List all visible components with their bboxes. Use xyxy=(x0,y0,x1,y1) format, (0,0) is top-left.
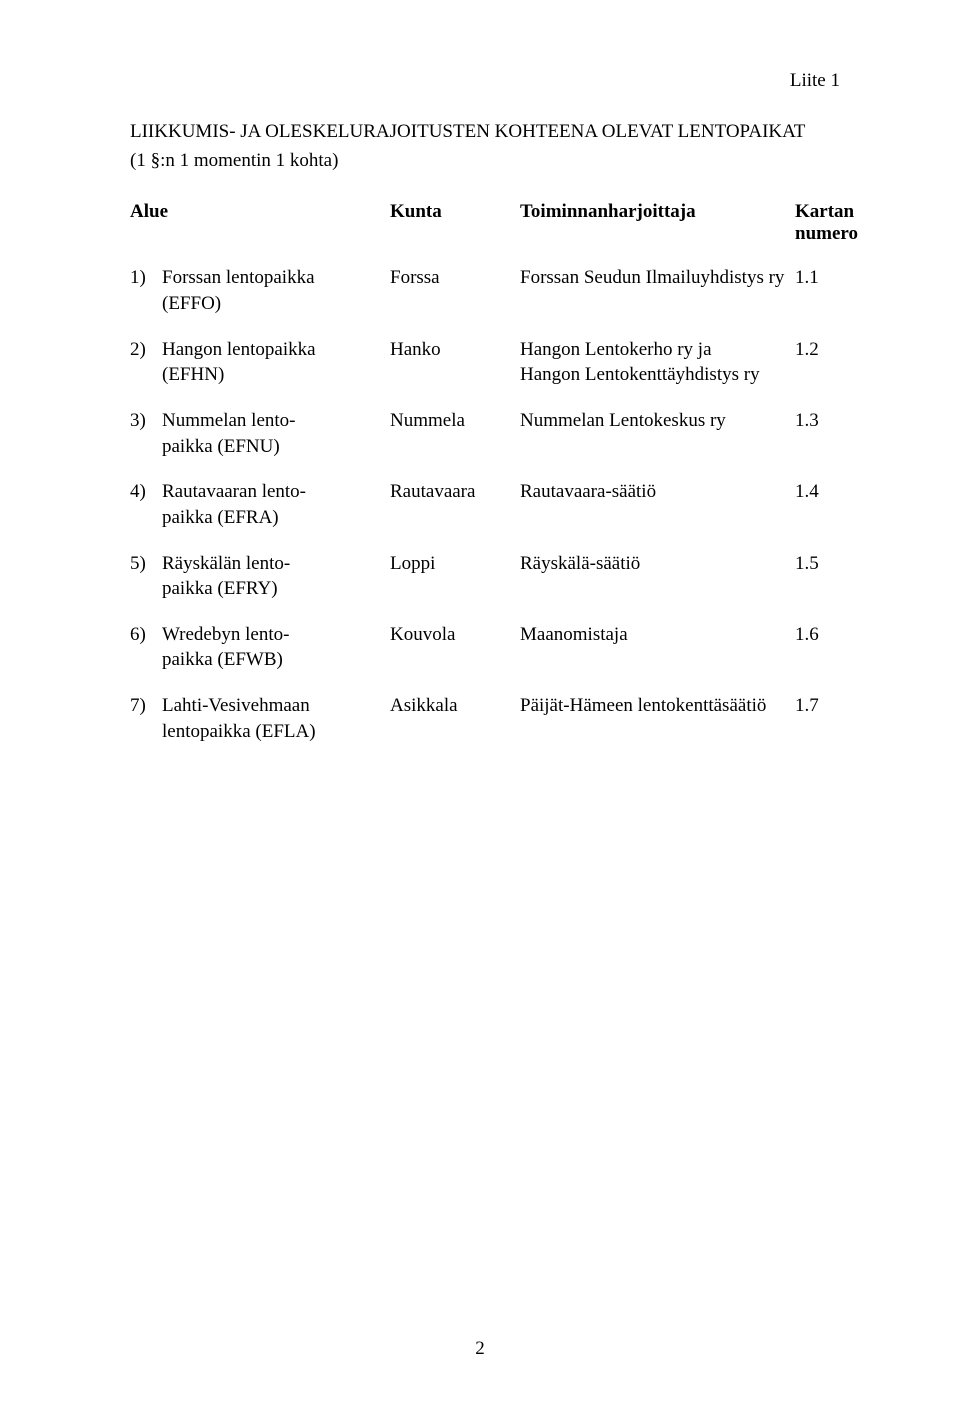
cell-toiminnanharjoittaja: Maanomistaja xyxy=(520,622,795,673)
cell-toiminnanharjoittaja: Päijät-Hämeen lentokenttäsäätiö xyxy=(520,693,795,744)
cell-kartan-numero: 1.7 xyxy=(795,693,870,744)
section-title-line2: (1 §:n 1 momentin 1 kohta) xyxy=(130,149,870,174)
cell-kunta: Asikkala xyxy=(390,693,520,744)
row-number: 6) xyxy=(130,622,162,673)
toim-line1: Nummelan Lentokeskus ry xyxy=(520,408,795,434)
cell-toiminnanharjoittaja: Räyskälä-säätiö xyxy=(520,551,795,602)
table-row: 2) Hangon lentopaikka (EFHN) Hanko Hango… xyxy=(130,337,870,388)
alue-line2: lentopaikka (EFLA) xyxy=(162,719,390,745)
row-number: 3) xyxy=(130,408,162,459)
alue-line2: paikka (EFRA) xyxy=(162,505,390,531)
cell-toiminnanharjoittaja: Nummelan Lentokeskus ry xyxy=(520,408,795,459)
cell-kartan-numero: 1.2 xyxy=(795,337,870,388)
cell-kunta: Rautavaara xyxy=(390,479,520,530)
table-row: 4) Rautavaaran lento- paikka (EFRA) Raut… xyxy=(130,479,870,530)
alue-line1: Lahti-Vesivehmaan xyxy=(162,693,390,719)
cell-kartan-numero: 1.3 xyxy=(795,408,870,459)
cell-alue: 1) Forssan lentopaikka (EFFO) xyxy=(130,265,390,316)
alue-line2: paikka (EFRY) xyxy=(162,576,390,602)
cell-toiminnanharjoittaja: Hangon Lentokerho ry ja Hangon Lentokent… xyxy=(520,337,795,388)
row-number: 5) xyxy=(130,551,162,602)
table-row: 5) Räyskälän lento- paikka (EFRY) Loppi … xyxy=(130,551,870,602)
cell-kunta: Loppi xyxy=(390,551,520,602)
alue-line2: paikka (EFWB) xyxy=(162,647,390,673)
cell-toiminnanharjoittaja: Rautavaara-säätiö xyxy=(520,479,795,530)
row-number: 2) xyxy=(130,337,162,388)
toim-line1: Päijät-Hämeen lentokenttäsäätiö xyxy=(520,693,795,719)
table-row: 6) Wredebyn lento- paikka (EFWB) Kouvola… xyxy=(130,622,870,673)
alue-text: Hangon lentopaikka (EFHN) xyxy=(162,337,390,388)
header-kartan-numero: Kartan numero xyxy=(795,201,870,245)
alue-text: Räyskälän lento- paikka (EFRY) xyxy=(162,551,390,602)
alue-line1: Hangon lentopaikka xyxy=(162,337,390,363)
cell-alue: 5) Räyskälän lento- paikka (EFRY) xyxy=(130,551,390,602)
cell-alue: 2) Hangon lentopaikka (EFHN) xyxy=(130,337,390,388)
alue-line1: Räyskälän lento- xyxy=(162,551,390,577)
alue-text: Wredebyn lento- paikka (EFWB) xyxy=(162,622,390,673)
row-number: 4) xyxy=(130,479,162,530)
cell-kunta: Forssa xyxy=(390,265,520,316)
cell-kunta: Hanko xyxy=(390,337,520,388)
cell-alue: 7) Lahti-Vesivehmaan lentopaikka (EFLA) xyxy=(130,693,390,744)
toim-line1: Rautavaara-säätiö xyxy=(520,479,795,505)
alue-text: Rautavaaran lento- paikka (EFRA) xyxy=(162,479,390,530)
section-title-line1: LIIKKUMIS- JA OLESKELURAJOITUSTEN KOHTEE… xyxy=(130,120,870,145)
alue-line2: (EFFO) xyxy=(162,291,390,317)
alue-text: Nummelan lento- paikka (EFNU) xyxy=(162,408,390,459)
header-alue: Alue xyxy=(130,201,390,245)
toim-line2: Hangon Lentokenttäyhdistys ry xyxy=(520,362,795,388)
cell-kunta: Kouvola xyxy=(390,622,520,673)
alue-line1: Rautavaaran lento- xyxy=(162,479,390,505)
alue-line1: Wredebyn lento- xyxy=(162,622,390,648)
cell-alue: 6) Wredebyn lento- paikka (EFWB) xyxy=(130,622,390,673)
row-number: 1) xyxy=(130,265,162,316)
toim-line1: Forssan Seudun Ilmailuyhdistys ry xyxy=(520,265,795,291)
toim-line1: Maanomistaja xyxy=(520,622,795,648)
cell-toiminnanharjoittaja: Forssan Seudun Ilmailuyhdistys ry xyxy=(520,265,795,316)
alue-line2: (EFHN) xyxy=(162,362,390,388)
row-number: 7) xyxy=(130,693,162,744)
cell-kartan-numero: 1.5 xyxy=(795,551,870,602)
alue-line1: Forssan lentopaikka xyxy=(162,265,390,291)
header-kartan-line1: Kartan xyxy=(795,201,870,223)
table-row: 3) Nummelan lento- paikka (EFNU) Nummela… xyxy=(130,408,870,459)
cell-alue: 4) Rautavaaran lento- paikka (EFRA) xyxy=(130,479,390,530)
header-kartan-line2: numero xyxy=(795,223,870,245)
cell-alue: 3) Nummelan lento- paikka (EFNU) xyxy=(130,408,390,459)
alue-line2: paikka (EFNU) xyxy=(162,434,390,460)
table-row: 7) Lahti-Vesivehmaan lentopaikka (EFLA) … xyxy=(130,693,870,744)
alue-text: Forssan lentopaikka (EFFO) xyxy=(162,265,390,316)
header-toiminnanharjoittaja: Toiminnanharjoittaja xyxy=(520,201,795,245)
header-kunta: Kunta xyxy=(390,201,520,245)
toim-line1: Räyskälä-säätiö xyxy=(520,551,795,577)
cell-kartan-numero: 1.1 xyxy=(795,265,870,316)
toim-line1: Hangon Lentokerho ry ja xyxy=(520,337,795,363)
cell-kunta: Nummela xyxy=(390,408,520,459)
alue-line1: Nummelan lento- xyxy=(162,408,390,434)
table-row: 1) Forssan lentopaikka (EFFO) Forssa For… xyxy=(130,265,870,316)
cell-kartan-numero: 1.6 xyxy=(795,622,870,673)
attachment-label: Liite 1 xyxy=(130,70,870,92)
page-number: 2 xyxy=(0,1338,960,1360)
alue-text: Lahti-Vesivehmaan lentopaikka (EFLA) xyxy=(162,693,390,744)
cell-kartan-numero: 1.4 xyxy=(795,479,870,530)
table-header-row: Alue Kunta Toiminnanharjoittaja Kartan n… xyxy=(130,201,870,245)
